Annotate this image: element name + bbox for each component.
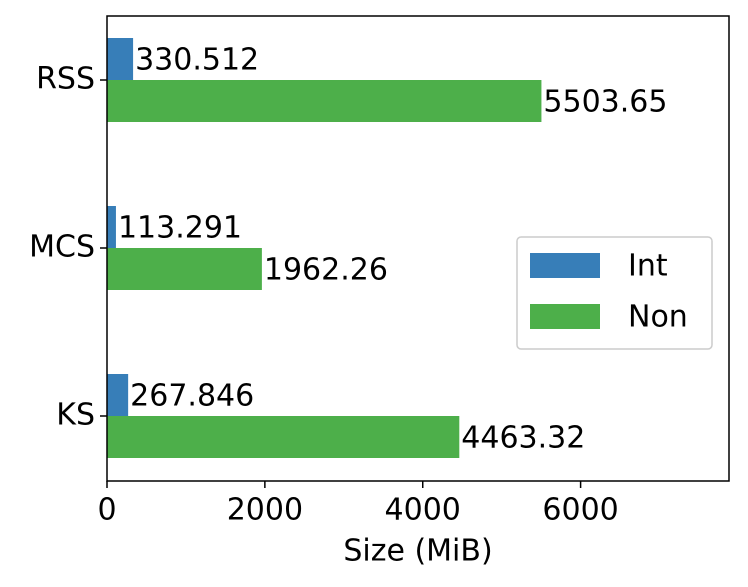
value-label: 5503.65 — [543, 85, 667, 120]
legend-swatch — [530, 304, 600, 329]
value-label: 1962.26 — [264, 253, 388, 288]
bar — [107, 206, 116, 248]
legend-label: Int — [628, 249, 668, 284]
value-label: 267.846 — [130, 379, 254, 414]
x-axis-label: Size (MiB) — [343, 534, 492, 569]
bar — [107, 248, 262, 290]
bar — [107, 416, 460, 458]
bar — [107, 38, 134, 80]
legend-label: Non — [628, 300, 688, 335]
plot-frame — [106, 15, 730, 482]
bar — [107, 374, 129, 416]
y-tick-label: MCS — [29, 230, 95, 265]
value-label: 113.291 — [118, 211, 242, 246]
value-label: 330.512 — [135, 43, 259, 78]
value-label: 4463.32 — [461, 421, 585, 456]
x-tick-label: 6000 — [542, 493, 618, 528]
y-tick-label: KS — [56, 398, 95, 433]
bar — [107, 80, 542, 122]
x-tick-label: 2000 — [227, 493, 303, 528]
x-tick-label: 4000 — [385, 493, 461, 528]
y-tick-label: RSS — [36, 62, 95, 97]
legend-swatch — [530, 253, 600, 278]
x-tick-label: 0 — [97, 493, 116, 528]
